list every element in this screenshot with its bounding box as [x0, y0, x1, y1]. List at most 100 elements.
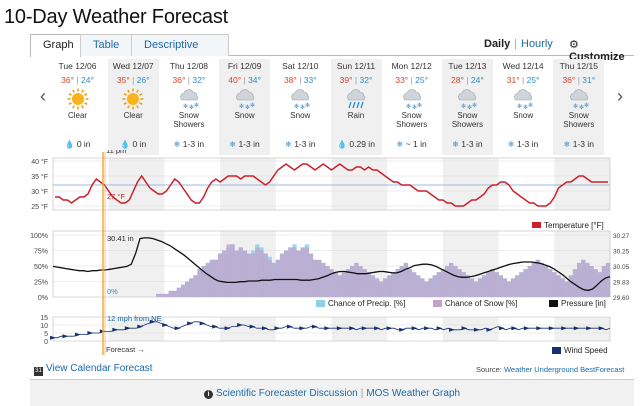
day-card[interactable]: Thu 12/15 36° | 31° ✻ ✻ ✻ Snow Showers ❄ 1-3 i…: [553, 59, 605, 155]
snow-cloud-icon: ✻ ✻ ✻: [510, 88, 536, 111]
now-time-label: 11 pm: [106, 150, 126, 155]
temp-separator: |: [187, 75, 190, 85]
day-card[interactable]: Tue 12/06 36° | 24° Clear 💧 0 in: [52, 59, 103, 155]
next-days-arrow[interactable]: ›: [617, 86, 623, 106]
snow-bar: [523, 269, 528, 297]
forecast-start-label: Forecast →: [106, 345, 145, 354]
wind-direction-icon: [224, 326, 231, 331]
day-temps: 36° | 32°: [163, 75, 214, 85]
snow-bar: [197, 269, 202, 297]
view-calendar-forecast-link[interactable]: 31 View Calendar Forecast: [34, 363, 153, 376]
snow-bar: [556, 275, 561, 297]
svg-text:✻: ✻: [294, 103, 299, 110]
svg-text:✻: ✻: [406, 103, 411, 110]
day-temps: 38° | 33°: [275, 75, 326, 85]
precip-icon: ❄: [285, 140, 292, 149]
wind-direction-icon: [212, 324, 219, 329]
snow-bar: [378, 281, 384, 297]
day-precip: 💧 0.29 in: [331, 139, 382, 149]
day-condition: Snow: [290, 111, 311, 120]
day-date: Sun 12/11: [336, 61, 376, 71]
wind-tick-label: 10: [40, 323, 48, 330]
pressure-tick-label: 30.05: [613, 264, 630, 271]
wind-direction-icon: [586, 326, 593, 331]
day-card[interactable]: Tue 12/13 28° | 24° ✻ ✻ ✻ Snow Showers ❄ 1-3 i…: [441, 59, 493, 155]
snow-bar: [370, 275, 376, 297]
day-low: 32°: [359, 75, 373, 85]
day-precip: ❄ ~ 1 in: [386, 139, 437, 149]
current-temp-label: 27 °F: [107, 192, 125, 201]
snow-bar: [383, 278, 388, 297]
svg-text:✻: ✻: [523, 104, 528, 110]
precip-icon: ❄: [229, 140, 237, 149]
mode-separator: |: [514, 38, 517, 50]
wind-direction-icon: [486, 327, 493, 332]
wind-tick-label: 15: [40, 315, 48, 322]
bottom-links-bar: i Scientific Forecaster Discussion | MOS We…: [30, 379, 634, 406]
sun-icon: [120, 88, 146, 110]
day-precip-amount: 0 in: [132, 139, 147, 149]
snow-bar: [362, 269, 367, 297]
previous-days-arrow[interactable]: ‹: [40, 86, 46, 106]
day-card[interactable]: Mon 12/12 33° | 25° ✻ ✻ ✻ Snow Showers ❄ ~ 1 i…: [386, 59, 437, 155]
wind-direction-icon: [561, 326, 568, 331]
hourly-toggle[interactable]: Hourly: [521, 38, 553, 50]
wind-direction-icon: [536, 326, 543, 331]
svg-text:✻: ✻: [412, 104, 417, 110]
snow-bar: [461, 272, 466, 297]
temp-tick-label: 25 °F: [31, 203, 48, 211]
day-condition: Snow: [234, 111, 255, 120]
temp-separator: |: [132, 75, 135, 85]
svg-text:✻: ✻: [573, 103, 578, 110]
snow-bar: [279, 253, 285, 297]
info-icon: i: [204, 390, 213, 399]
wind-direction-icon: [149, 319, 156, 324]
pressure-legend-swatch: [549, 300, 558, 307]
snow-bar: [263, 253, 268, 297]
svg-text:✻: ✻: [461, 103, 466, 110]
snow-bar: [543, 266, 549, 297]
snow-bar: [325, 266, 330, 297]
daily-toggle[interactable]: Daily: [484, 38, 511, 50]
current-precip-label: 0%: [107, 287, 118, 296]
day-card[interactable]: Sun 12/11 39° | 32° Rain 💧 0.29 in: [330, 59, 382, 155]
wind-tick-label: 5: [44, 331, 48, 338]
wind-legend-label: Wind Speed: [564, 346, 608, 355]
day-low: 31°: [582, 75, 596, 85]
tab-table[interactable]: Table: [80, 34, 132, 56]
day-condition: Snow Showers: [451, 111, 483, 129]
snow-bar: [275, 259, 281, 297]
day-low: 24°: [80, 75, 94, 85]
day-precip-amount: 1-3 in: [238, 139, 260, 149]
tab-descriptive[interactable]: Descriptive: [131, 34, 229, 56]
snow-bar: [449, 262, 454, 297]
snow-bar: [515, 275, 520, 297]
precip-legend-label: Chance of Precip. [%]: [328, 299, 405, 308]
day-card[interactable]: Wed 12/14 31° | 25° ✻ ✻ ✻ Snow ❄ 1-3 in: [498, 59, 549, 155]
snow-bar: [420, 278, 425, 297]
source-link[interactable]: Weather Underground BestForecast: [503, 365, 625, 374]
link-separator: |: [360, 388, 364, 399]
day-precip: 💧 0 in: [108, 139, 159, 149]
daily-forecast-strip: Tue 12/06 36° | 24° Clear 💧 0 in Wed 12/07 35…: [52, 59, 609, 155]
snow-bar: [164, 293, 169, 297]
page-title: 10-Day Weather Forecast: [4, 6, 229, 28]
svg-text:✻: ✻: [194, 102, 199, 109]
day-precip-amount: 0.29 in: [349, 139, 375, 149]
wind-direction-icon: [573, 326, 580, 331]
day-card[interactable]: Sat 12/10 38° | 33° ✻ ✻ ✻ Snow ❄ 1-3 in: [275, 59, 326, 155]
snow-bar: [527, 266, 532, 297]
day-card[interactable]: Thu 12/08 36° | 32° ✻ ✻ ✻ Snow Showers ❄ 1-3 i…: [163, 59, 214, 155]
day-low: 32°: [192, 75, 206, 85]
day-high: 36°: [61, 75, 75, 85]
mos-weather-graph-link[interactable]: MOS Weather Graph: [366, 388, 461, 399]
wind-direction-icon: [174, 326, 181, 331]
tab-graph[interactable]: Graph: [30, 34, 81, 57]
day-high: 33°: [395, 75, 409, 85]
day-card[interactable]: Wed 12/07 35° | 26° Clear 💧 0 in: [107, 59, 159, 155]
day-card[interactable]: Fri 12/09 40° | 34° ✻ ✻ ✻ Snow ❄ 1-3 in: [219, 59, 271, 155]
snow-bar: [453, 266, 458, 297]
wind-direction-icon: [349, 326, 356, 331]
forecaster-discussion-link[interactable]: Scientific Forecaster Discussion: [216, 388, 358, 399]
day-temps: 33° | 25°: [386, 75, 437, 85]
